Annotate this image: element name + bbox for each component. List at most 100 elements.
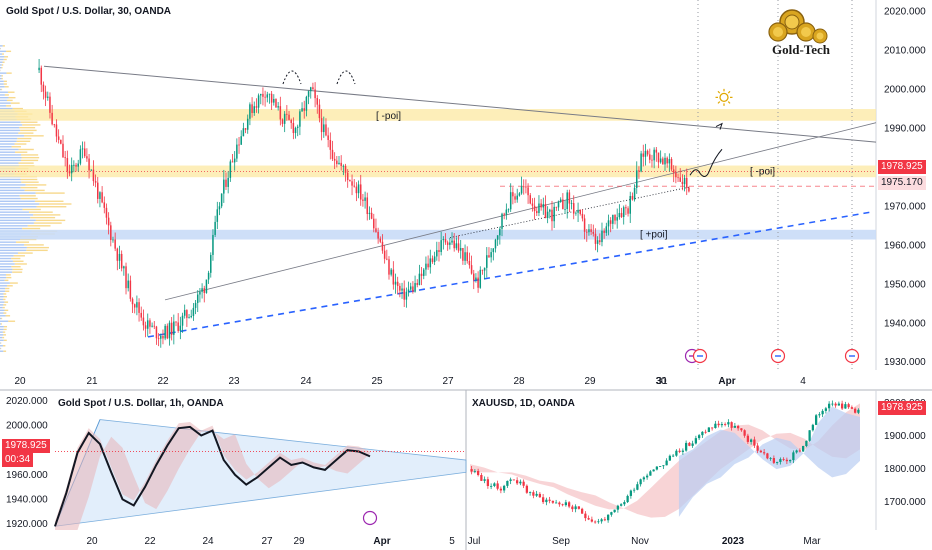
- daily-ma-ribbon-bull: [678, 406, 860, 517]
- daily-candle: [775, 461, 779, 463]
- volume-profile-bar-blue: [0, 148, 19, 151]
- main-time-tick: Apr: [718, 376, 735, 387]
- main-candle: [316, 98, 319, 105]
- double-top-arc[interactable]: [336, 70, 356, 85]
- volume-profile-bar-yellow: [5, 274, 11, 276]
- main-candle: [579, 209, 582, 214]
- main-candle: [546, 211, 549, 219]
- projection-arrow[interactable]: [689, 148, 723, 177]
- main-candle: [177, 322, 179, 331]
- main-candle: [568, 192, 571, 204]
- volume-profile-bar-yellow: [2, 345, 6, 347]
- upper-poi-zone[interactable]: [0, 109, 876, 121]
- daily-candle: [837, 403, 841, 406]
- daily-candle: [668, 455, 672, 461]
- volume-profile-bar-yellow: [13, 255, 25, 257]
- main-candle: [186, 310, 188, 318]
- main-candle: [320, 118, 323, 133]
- daily-chart-title: XAUUSD, 1D, OANDA: [472, 398, 575, 409]
- daily-candle: [597, 521, 600, 523]
- daily-candle: [714, 423, 717, 428]
- daily-candle: [808, 430, 811, 441]
- lower-poi-zone[interactable]: [0, 229, 876, 240]
- volume-profile-bar-yellow: [14, 143, 27, 145]
- hourly-event-icon[interactable]: [362, 510, 378, 526]
- main-candle: [342, 165, 345, 167]
- main-candle: [453, 240, 455, 249]
- volume-profile-bar-blue: [0, 99, 7, 102]
- upper-trendline[interactable]: [43, 65, 877, 143]
- daily-candle: [632, 489, 636, 491]
- main-candle: [231, 161, 234, 163]
- main-candle: [155, 326, 158, 339]
- main-candle: [349, 180, 351, 182]
- daily-candle: [772, 458, 776, 463]
- main-candle: [203, 288, 206, 293]
- main-candle: [90, 169, 93, 171]
- sun-icon: [715, 88, 733, 106]
- daily-chart[interactable]: 2000.0001900.0001800.0001700.000JulSepNo…: [468, 398, 927, 547]
- dotted-trendline[interactable]: [449, 186, 691, 238]
- daily-candle: [532, 492, 535, 496]
- volume-profile-bar-yellow: [20, 178, 38, 181]
- hourly-chart[interactable]: 2020.0002000.0001980.0001960.0001940.000…: [6, 396, 467, 547]
- volume-profile-bar-blue: [0, 219, 36, 222]
- main-candle: [483, 267, 486, 271]
- main-candle: [425, 263, 427, 270]
- volume-profile-bar-blue: [0, 208, 23, 211]
- main-candle: [586, 231, 588, 233]
- inner-trendline[interactable]: [164, 122, 877, 301]
- daily-candle: [743, 430, 746, 436]
- main-candle: [133, 304, 136, 308]
- volume-profile-bar-blue: [0, 88, 2, 91]
- volume-profile-bar-blue: [0, 45, 3, 47]
- daily-candle: [740, 428, 743, 431]
- main-candle: [488, 255, 490, 258]
- main-candle: [362, 199, 364, 201]
- daily-candle: [827, 403, 831, 409]
- volume-profile-bar-blue: [0, 184, 26, 186]
- daily-candle: [577, 506, 581, 509]
- double-top-arc[interactable]: [282, 70, 302, 85]
- volume-profile-bar-blue: [0, 350, 4, 352]
- main-candle: [499, 228, 501, 236]
- main-candle: [168, 322, 171, 339]
- hourly-time-tick: 22: [144, 536, 156, 547]
- volume-profile-bar-blue: [0, 154, 21, 156]
- volume-profile-bar-yellow: [26, 249, 48, 252]
- main-candle: [51, 112, 53, 125]
- hourly-price-line[interactable]: [54, 425, 371, 527]
- volume-profile-bar-yellow: [15, 241, 30, 243]
- main-candle: [216, 209, 219, 222]
- volume-profile-bar-yellow: [12, 260, 24, 262]
- volume-profile-bar-yellow: [3, 80, 7, 83]
- main-chart[interactable]: [ -poi] [ -poi] [ +poi] 2020.000 2010.000 200…: [0, 0, 926, 387]
- main-candle: [181, 315, 184, 326]
- daily-candle: [665, 460, 668, 466]
- main-candle: [57, 136, 60, 140]
- main-candle: [388, 259, 390, 275]
- main-candle: [509, 192, 512, 210]
- daily-candle: [649, 471, 652, 476]
- main-candle: [142, 317, 145, 326]
- main-candle: [266, 94, 269, 98]
- volume-profile-bar-blue: [0, 276, 7, 279]
- main-candle: [264, 96, 266, 98]
- dashed-support-trendline[interactable]: [147, 211, 871, 338]
- main-candle: [146, 320, 149, 329]
- volume-profile-bar-blue: [0, 246, 27, 249]
- volume-profile-bar-blue: [0, 304, 4, 306]
- main-candle: [496, 235, 499, 240]
- main-candle: [566, 192, 568, 210]
- volume-profile-bar-blue: [0, 86, 5, 88]
- volume-profile-bar-blue: [0, 306, 3, 309]
- main-candle: [275, 98, 277, 108]
- daily-candle: [798, 450, 802, 452]
- main-candle: [307, 91, 310, 97]
- volume-profile-bar-yellow: [3, 339, 7, 342]
- volume-profile-bar-blue: [0, 227, 23, 230]
- main-candle: [481, 269, 484, 271]
- main-candle: [472, 273, 475, 280]
- daily-candle: [691, 443, 694, 446]
